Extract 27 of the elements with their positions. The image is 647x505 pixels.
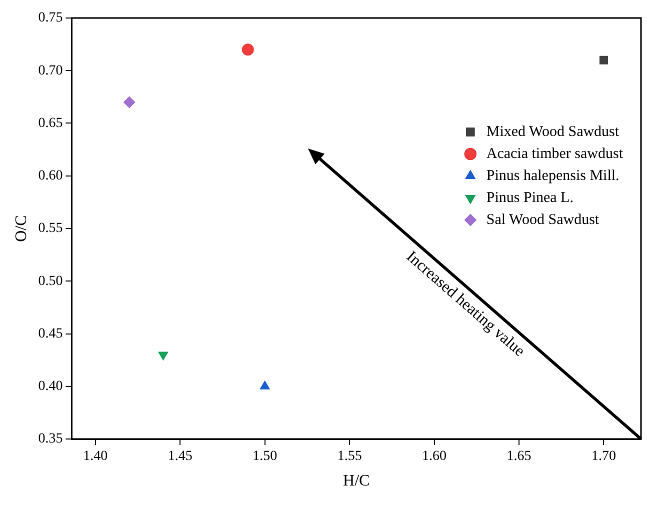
x-tick-label: 1.55 xyxy=(337,449,362,464)
x-tick-label: 1.50 xyxy=(252,449,278,464)
point xyxy=(260,380,270,390)
y-tick-label: 0.60 xyxy=(38,168,63,184)
y-tick-label: 0.50 xyxy=(38,274,63,289)
y-tick-label: 0.45 xyxy=(38,326,63,342)
y-tick-label: 0.55 xyxy=(38,221,63,236)
y-tick-label: 0.35 xyxy=(38,432,63,447)
legend-label: Acacia timber sawdust xyxy=(486,146,624,162)
y-tick-label: 0.40 xyxy=(38,379,63,394)
y-tick-label: 0.65 xyxy=(38,116,63,131)
legend-label: Pinus Pinea L. xyxy=(486,190,574,206)
y-axis-title: O/C xyxy=(12,215,30,242)
legend-label: Pinus halepensis Mill. xyxy=(486,168,620,184)
legend-label: Mixed Wood Sawdust xyxy=(486,124,620,140)
point xyxy=(123,96,136,108)
legend-label: Sal Wood Sawdust xyxy=(486,212,600,228)
x-tick-label: 1.70 xyxy=(591,449,616,464)
x-tick-label: 1.40 xyxy=(83,449,108,464)
x-axis-title: H/C xyxy=(343,472,370,490)
point xyxy=(242,44,254,56)
x-tick-label: 1.45 xyxy=(168,449,192,464)
x-tick-label: 1.60 xyxy=(422,449,447,464)
y-tick-label: 0.75 xyxy=(38,10,63,26)
x-tick-label: 1.65 xyxy=(506,449,532,464)
point xyxy=(599,56,608,64)
y-tick-label: 0.70 xyxy=(38,63,63,78)
